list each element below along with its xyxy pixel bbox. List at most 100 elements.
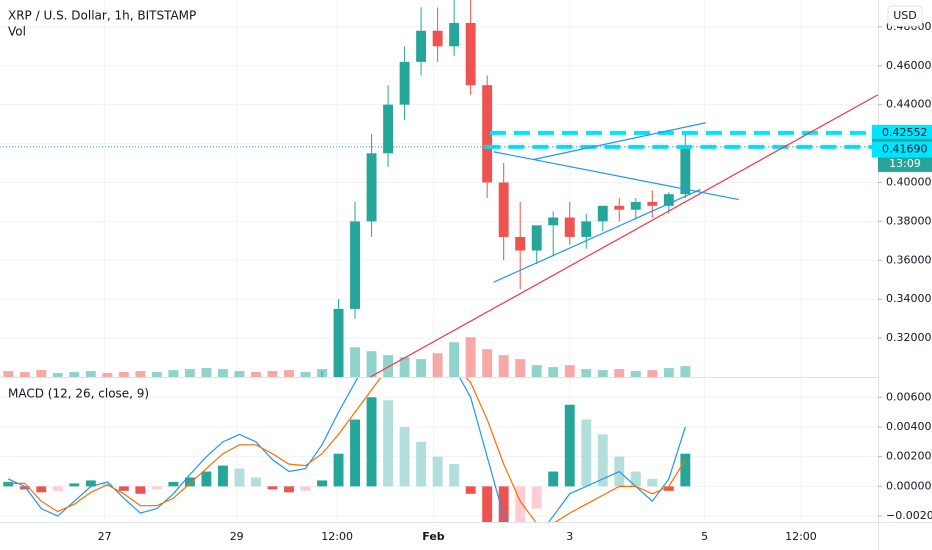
y-tick-label: 0.00000	[886, 479, 932, 492]
macd-histogram-bar	[597, 434, 608, 487]
macd-histogram-bar	[564, 404, 575, 487]
macd-histogram-bar	[251, 477, 261, 487]
macd-histogram-bar	[184, 477, 195, 487]
macd-histogram-bar	[399, 426, 410, 487]
macd-title: MACD (12, 26, close, 9)	[8, 387, 149, 401]
macd-histogram-bar	[85, 480, 96, 487]
macd-histogram-bar	[3, 481, 14, 487]
volume-bar	[102, 373, 113, 377]
macd-histogram-bar	[317, 480, 327, 487]
x-tick-label: 12:00	[785, 530, 817, 543]
price-marker-label: 0.41690	[882, 143, 928, 156]
x-tick-label: 12:00	[321, 530, 353, 543]
macd-histogram-bar	[151, 486, 162, 490]
volume-bar	[399, 357, 410, 377]
macd-histogram-bar	[548, 471, 559, 487]
volume-bar	[350, 347, 361, 377]
candle-body	[564, 217, 575, 237]
macd-histogram-bar	[217, 465, 228, 487]
x-tick-label: 29	[230, 530, 244, 543]
y-tick-label: 0.36000	[886, 253, 932, 266]
volume-bar	[597, 370, 608, 377]
volume-bar	[680, 366, 691, 377]
volume-bar	[548, 367, 559, 377]
macd-layer	[3, 378, 691, 522]
volume-bar	[52, 373, 63, 377]
price-marker	[872, 124, 932, 141]
macd-line	[8, 378, 686, 522]
macd-line	[8, 378, 686, 522]
y-tick-label: 0.34000	[886, 292, 932, 305]
macd-histogram-bar	[267, 486, 278, 490]
x-tick-label: 3	[566, 530, 573, 543]
volume-bar	[366, 351, 377, 377]
candle-body	[630, 201, 641, 210]
macd-histogram-bar	[69, 483, 80, 487]
macd-histogram-bar	[19, 486, 30, 490]
macd-histogram-bar	[630, 471, 641, 487]
macd-histogram-bar	[498, 486, 509, 522]
volume-bar	[251, 372, 261, 377]
volume-bar	[3, 371, 14, 377]
volume-bar	[647, 370, 658, 377]
y-tick-label: 0.32000	[886, 331, 932, 344]
volume-bar	[614, 369, 625, 377]
candle-body	[614, 205, 625, 210]
volume-bar	[217, 369, 228, 377]
candle-body	[366, 153, 377, 222]
y-tick-label: 0.00600	[886, 390, 932, 403]
macd-histogram-bar	[118, 486, 129, 491]
macd-histogram-bar	[52, 486, 63, 491]
candle-body	[680, 147, 691, 195]
currency-label[interactable]: USD	[893, 9, 917, 22]
y-tick-label: 0.00400	[886, 420, 932, 433]
macd-histogram-bar	[482, 486, 493, 522]
macd-histogram-bar	[366, 397, 377, 487]
trendline	[369, 94, 878, 377]
trendline	[533, 122, 706, 161]
volume-bar	[515, 359, 526, 377]
currency-button[interactable]	[887, 5, 923, 27]
volume-bar	[151, 372, 162, 377]
countdown-box	[878, 155, 932, 172]
x-tick-label: 27	[98, 530, 112, 543]
trendline	[493, 188, 701, 283]
candle-body	[465, 22, 476, 86]
candle-body	[432, 30, 443, 47]
macd-histogram-bar	[234, 468, 245, 487]
volume-bar	[663, 368, 674, 377]
macd-histogram-bar	[515, 486, 526, 522]
macd-histogram-bar	[680, 453, 691, 487]
volume-bar	[135, 371, 146, 377]
chart-title: XRP / U.S. Dollar, 1h, BITSTAMP	[8, 9, 196, 23]
candle-body	[548, 217, 559, 226]
macd-histogram-bar	[333, 453, 344, 487]
volume-bar	[201, 368, 212, 377]
volume-bar	[498, 355, 509, 377]
volume-bar	[69, 372, 80, 377]
x-tick-label: Feb	[422, 530, 445, 543]
volume-bar	[581, 369, 592, 377]
candle-body	[663, 194, 674, 206]
macd-histogram-bar	[465, 486, 476, 494]
volume-bar	[85, 371, 96, 377]
macd-histogram-bar	[531, 486, 542, 509]
macd-histogram-bar	[581, 419, 592, 487]
y-tick-label: 0.40000	[886, 175, 932, 188]
candle-body	[449, 22, 460, 47]
candle-body	[498, 182, 509, 237]
macd-histogram-bar	[168, 481, 179, 487]
y-tick-label: 0.44000	[886, 98, 932, 111]
candle-body	[647, 201, 658, 206]
volume-bar	[118, 372, 129, 377]
volume-bar	[531, 365, 542, 377]
macd-histogram-bar	[300, 486, 311, 491]
countdown: 13:09	[889, 157, 921, 170]
y-tick-label: 0.46000	[886, 59, 932, 72]
volume-bar	[36, 370, 47, 377]
volume-bar	[416, 359, 427, 377]
price-layer	[0, 0, 878, 377]
candle-body	[350, 221, 361, 309]
